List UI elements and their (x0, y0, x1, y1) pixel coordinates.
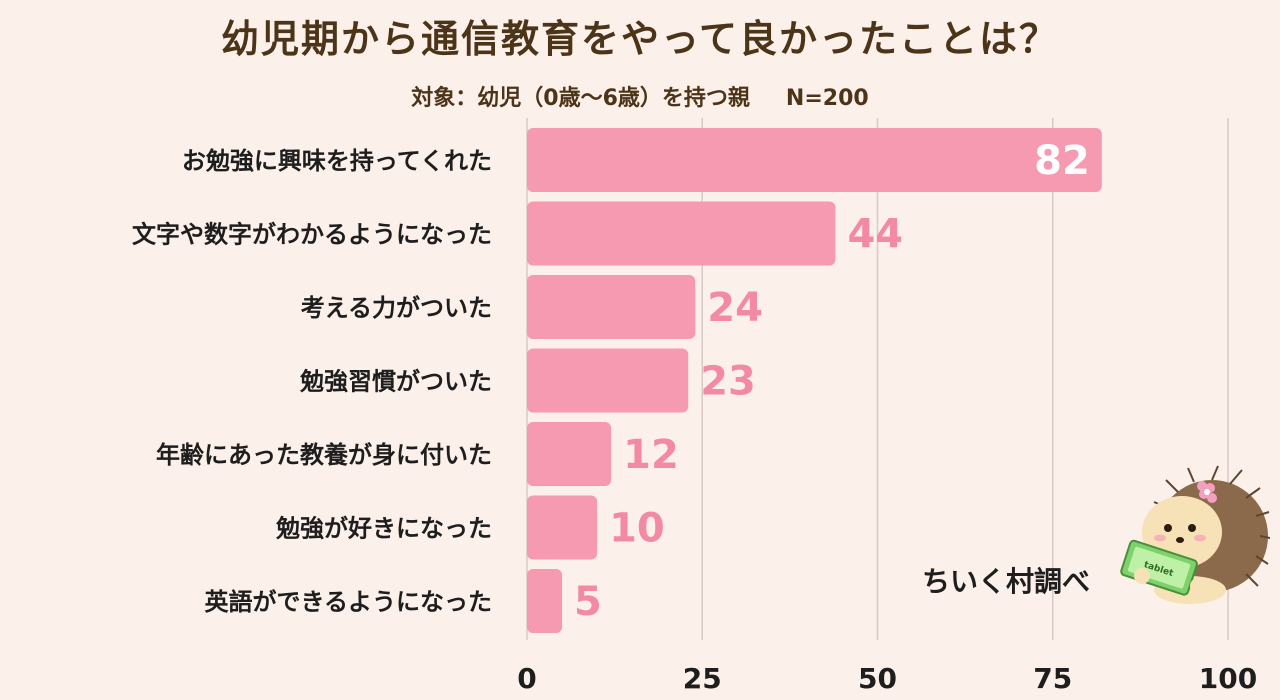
category-label-1: 文字や数字がわかるようになった (132, 221, 492, 249)
chart-title: 幼児期から通信教育をやって良かったことは？ (220, 17, 1060, 61)
value-label-1: 44 (847, 212, 903, 258)
subtitle-target: 対象：幼児（0歳～6歳）を持つ親 (411, 86, 750, 111)
category-label-2: 考える力がついた (301, 294, 492, 322)
value-label-0: 82 (1034, 138, 1090, 184)
category-label-6: 英語ができるようになった (204, 588, 492, 616)
bar-6 (527, 569, 563, 633)
value-label-5: 10 (609, 506, 665, 552)
survey-credit: ちいく村調べ (922, 565, 1091, 598)
value-label-4: 12 (623, 432, 679, 478)
category-label-0: お勉強に興味を持ってくれた (182, 147, 492, 175)
bar-3 (527, 348, 689, 413)
value-label-3: 23 (700, 359, 756, 405)
x-tick-label-1: 25 (683, 662, 722, 695)
x-tick-label-4: 100 (1199, 662, 1257, 695)
category-label-3: 勉強習慣がついた (299, 368, 492, 396)
subtitle-sample-size: N=200 (785, 86, 869, 111)
hedgehog-with-tablet-icon: tablet (1120, 465, 1270, 604)
bar-0 (527, 128, 1102, 192)
x-tick-label-0: 0 (517, 662, 536, 695)
bar-5 (527, 495, 598, 560)
x-tick-label-3: 75 (1033, 662, 1072, 695)
chart-subtitle: 対象：幼児（0歳～6歳）を持つ親 N=200 (0, 80, 1280, 112)
bar-1 (527, 201, 836, 266)
category-label-5: 勉強が好きになった (275, 515, 492, 543)
x-tick-label-2: 50 (858, 662, 897, 695)
value-label-2: 24 (707, 285, 763, 331)
bar-2 (527, 275, 696, 339)
category-label-4: 年齢にあった教養が身に付いた (156, 441, 492, 469)
bar-4 (527, 422, 612, 486)
value-label-6: 5 (574, 579, 602, 625)
